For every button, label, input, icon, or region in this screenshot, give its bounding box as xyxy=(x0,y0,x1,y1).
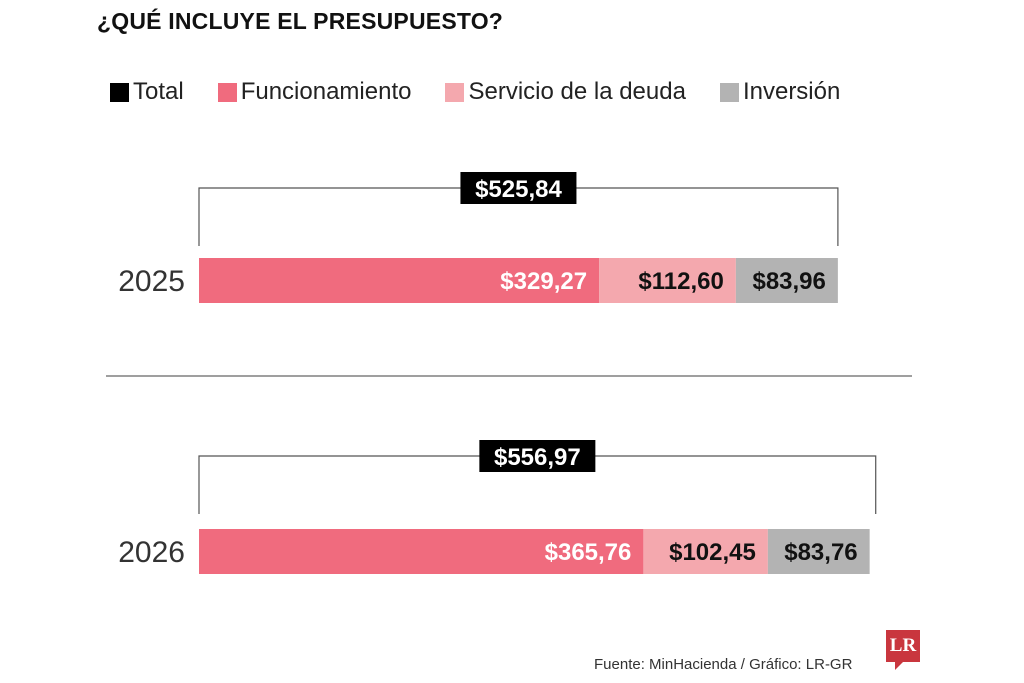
legend-label: Inversión xyxy=(742,78,841,105)
total-label-box xyxy=(460,172,577,204)
bar-segment xyxy=(643,529,768,574)
data-label: $365,76 xyxy=(545,539,632,566)
legend-item-total: Total xyxy=(110,78,184,106)
total-label-box xyxy=(479,440,596,472)
legend-item-funcionamiento: Funcionamiento xyxy=(217,78,412,106)
data-label: $83,76 xyxy=(784,539,857,566)
data-label: $83,96 xyxy=(752,268,825,295)
legend-item-servicio-deuda: Servicio de la deuda xyxy=(445,78,686,106)
lr-logo: LR xyxy=(886,630,920,670)
total-label: $525,84 xyxy=(475,176,562,203)
legend-label: Funcionamiento xyxy=(240,78,412,105)
bar-segment xyxy=(735,258,838,303)
bar-segment xyxy=(199,529,644,574)
year-label: 2025 xyxy=(118,265,185,298)
total-label: $556,97 xyxy=(494,444,581,471)
legend-item-inversion: Inversión xyxy=(719,78,841,106)
legend-label: Total xyxy=(133,78,184,105)
legend-swatch xyxy=(719,82,739,102)
year-label: 2026 xyxy=(118,536,185,569)
source-note: Fuente: MinHacienda / Gráfico: LR-GR xyxy=(594,656,853,673)
legend: Total Funcionamiento Servicio de la deud… xyxy=(110,78,874,106)
data-label: $329,27 xyxy=(500,268,587,295)
bar-segment xyxy=(767,529,870,574)
legend-swatch xyxy=(445,82,465,102)
bar-segment xyxy=(199,258,600,303)
legend-label: Servicio de la deuda xyxy=(468,78,686,105)
legend-swatch xyxy=(110,82,129,102)
chart-title: ¿QUÉ INCLUYE EL PRESUPUESTO? xyxy=(97,8,504,34)
data-label: $112,60 xyxy=(638,268,723,295)
legend-swatch xyxy=(217,82,237,102)
bar-segment xyxy=(599,258,736,303)
data-label: $102,45 xyxy=(669,539,756,566)
